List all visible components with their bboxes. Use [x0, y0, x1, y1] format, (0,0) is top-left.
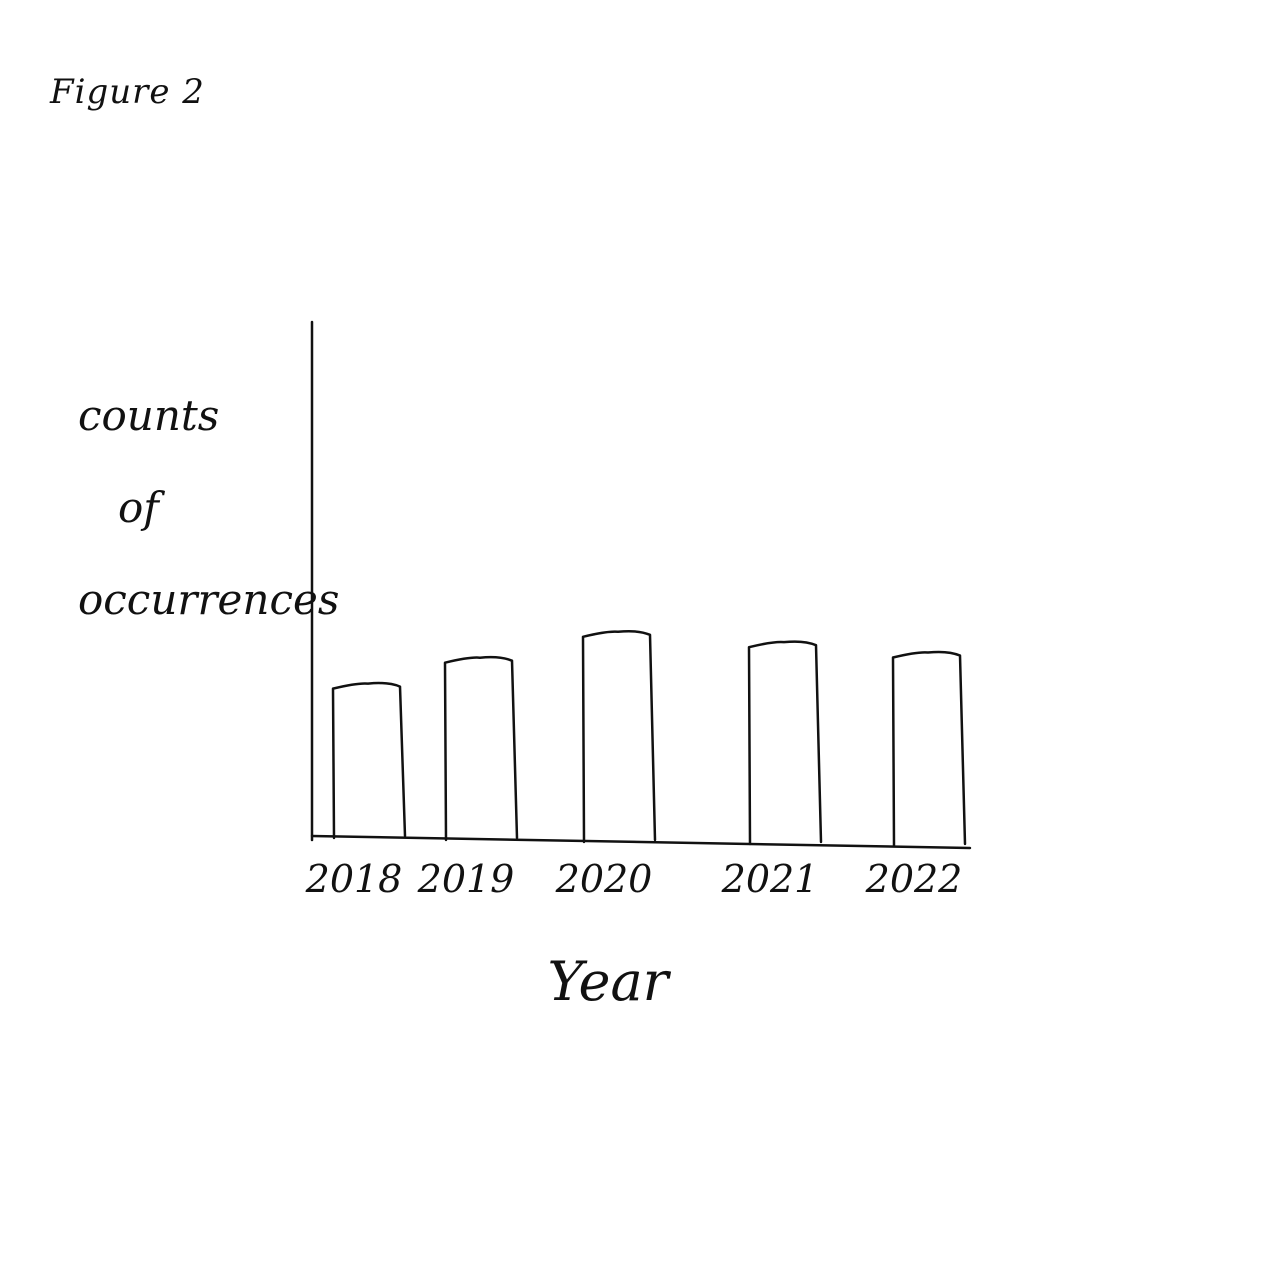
y-axis-label-line: occurrences [78, 575, 340, 624]
y-axis-label-line: counts [78, 391, 220, 440]
bar-2018 [331, 681, 407, 840]
x-tick-label: 2018 [305, 857, 403, 901]
bar-2020 [581, 629, 657, 844]
bar-2022 [891, 650, 967, 848]
x-axis-line [310, 834, 972, 850]
x-tick-labels: 2018 2019 2020 2021 2022 [305, 857, 963, 901]
bar-2021 [747, 640, 823, 846]
bars-group [331, 629, 967, 848]
x-tick-label: 2022 [865, 857, 963, 901]
x-tick-label: 2019 [417, 857, 515, 901]
chart-title: Figure 2 [50, 72, 205, 112]
y-axis-label-line: of [118, 483, 159, 532]
x-axis-label: Year [548, 950, 672, 1013]
y-axis-label: counts of occurrences [78, 370, 340, 646]
x-tick-label: 2021 [721, 857, 819, 901]
bar-2019 [443, 655, 519, 842]
x-tick-label: 2020 [555, 857, 653, 901]
